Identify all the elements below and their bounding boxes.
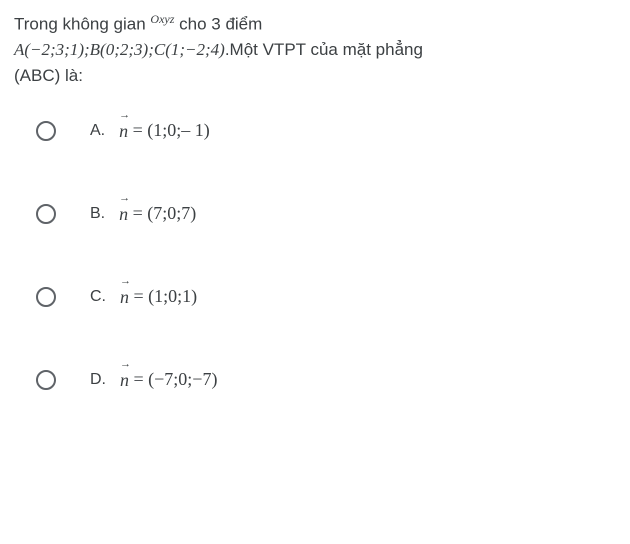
stem-text-post: cho 3 điểm bbox=[174, 15, 262, 34]
option-formula: n = (1;0;1) bbox=[120, 282, 197, 311]
stem-line-1: Trong không gian Oxyz cho 3 điểm bbox=[14, 10, 616, 37]
option-b[interactable]: B. n = (7;0;7) bbox=[14, 199, 616, 228]
option-a[interactable]: A. n = (1;0;– 1) bbox=[14, 116, 616, 145]
vector-n: n bbox=[120, 282, 129, 311]
vector-n: n bbox=[119, 116, 128, 145]
stem-line-3: (ABC) là: bbox=[14, 63, 616, 89]
option-value: = (7;0;7) bbox=[133, 200, 197, 227]
option-formula: n = (1;0;– 1) bbox=[119, 116, 210, 145]
stem-line2-post: .Một VTPT của mặt phẳng bbox=[225, 40, 423, 59]
points-expr: A(−2;3;1);B(0;2;3);C(1;−2;4) bbox=[14, 40, 225, 59]
space-label: Oxyz bbox=[150, 12, 174, 26]
stem-text-pre: Trong không gian bbox=[14, 15, 150, 34]
option-formula: n = (−7;0;−7) bbox=[120, 365, 217, 394]
radio-icon[interactable] bbox=[36, 370, 56, 390]
option-value: = (−7;0;−7) bbox=[134, 366, 218, 393]
radio-icon[interactable] bbox=[36, 287, 56, 307]
question-stem: Trong không gian Oxyz cho 3 điểm A(−2;3;… bbox=[14, 10, 616, 88]
option-formula: n = (7;0;7) bbox=[119, 199, 196, 228]
option-letter: C. bbox=[90, 285, 106, 309]
vector-n: n bbox=[120, 365, 129, 394]
option-letter: B. bbox=[90, 202, 105, 226]
option-d[interactable]: D. n = (−7;0;−7) bbox=[14, 365, 616, 394]
option-letter: A. bbox=[90, 119, 105, 143]
vector-n: n bbox=[119, 199, 128, 228]
option-c[interactable]: C. n = (1;0;1) bbox=[14, 282, 616, 311]
option-letter: D. bbox=[90, 368, 106, 392]
radio-icon[interactable] bbox=[36, 204, 56, 224]
option-value: = (1;0;– 1) bbox=[133, 117, 210, 144]
option-value: = (1;0;1) bbox=[134, 283, 198, 310]
stem-line-2: A(−2;3;1);B(0;2;3);C(1;−2;4).Một VTPT củ… bbox=[14, 37, 616, 63]
radio-icon[interactable] bbox=[36, 121, 56, 141]
